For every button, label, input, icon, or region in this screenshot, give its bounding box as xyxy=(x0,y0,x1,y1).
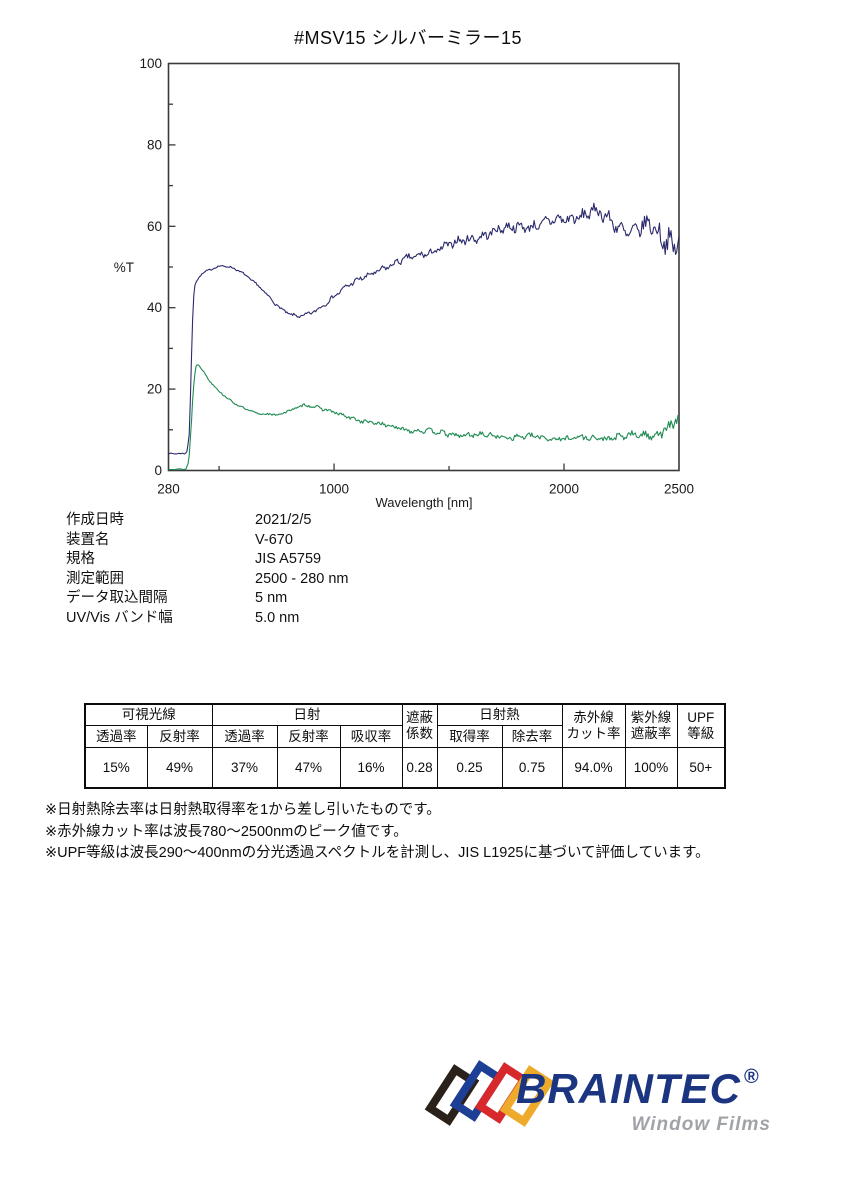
subheader-absorption: 吸収率 xyxy=(339,725,403,748)
value-cell: 49% xyxy=(146,747,213,789)
meta-value: 5 nm xyxy=(255,590,288,607)
logo-brand-text: BRAINTEC xyxy=(516,1065,741,1112)
value-cell: 16% xyxy=(339,747,403,789)
y-axis-label: %T xyxy=(114,260,134,275)
tick-label: 100 xyxy=(139,56,162,71)
meta-label: 測定範囲 xyxy=(66,570,124,587)
tick-label: 40 xyxy=(147,300,162,315)
green-curve xyxy=(168,364,680,471)
tick-label: 280 xyxy=(157,482,180,497)
value-cell: 0.25 xyxy=(436,747,503,789)
tick-label: 60 xyxy=(147,219,162,234)
axis-tick-labels: 280 1000 2000 2500 0 20 40 60 80 100 xyxy=(139,56,694,497)
tick-label: 2500 xyxy=(664,482,694,497)
header-upf: UPF 等級 xyxy=(676,703,726,748)
footnote: ※UPF等級は波長290～400nmの分光透過スペクトルを計測し、JIS L19… xyxy=(45,845,710,861)
meta-value: 2500 - 280 nm xyxy=(255,570,349,587)
page-title: #MSV15 シルバーミラー15 xyxy=(293,28,523,48)
logo-brand-line: BRAINTEC ® xyxy=(516,1065,759,1112)
value-cell: 94.0% xyxy=(561,747,626,789)
tick-label: 0 xyxy=(154,463,162,478)
meta-label: 規格 xyxy=(66,551,95,568)
logo-subtitle: Window Films xyxy=(631,1114,771,1135)
footnote: ※日射熱除去率は日射熱取得率を1から差し引いたものです。 xyxy=(45,802,441,818)
meta-row: データ取込間隔 5 nm xyxy=(66,589,349,609)
meta-value: V-670 xyxy=(255,531,293,548)
meta-row: 規格 JIS A5759 xyxy=(66,550,349,570)
subheader-reflectance: 反射率 xyxy=(276,725,341,748)
meta-row: 作成日時 2021/2/5 xyxy=(66,511,349,531)
value-cell: 0.75 xyxy=(501,747,563,789)
meta-label: UV/Vis バンド幅 xyxy=(66,609,173,626)
tick-label: 1000 xyxy=(319,482,349,497)
header-uv-block: 紫外線 遮蔽率 xyxy=(624,703,678,748)
header-shading-coefficient: 遮蔽 係数 xyxy=(401,703,438,748)
header-solar: 日射 xyxy=(211,703,403,726)
meta-label: 作成日時 xyxy=(66,512,124,528)
tick-label: 20 xyxy=(147,382,162,397)
meta-value: 5.0 nm xyxy=(255,609,300,626)
meta-value: 2021/2/5 xyxy=(255,512,312,528)
footnotes: ※日射熱除去率は日射熱取得率を1から差し引いたものです。 ※赤外線カット率は波長… xyxy=(45,800,710,865)
value-cell: 50+ xyxy=(676,747,726,789)
value-cell: 100% xyxy=(624,747,678,789)
performance-table-wrap: 可視光線 日射 遮蔽 係数 日射熱 赤外線 カット率 紫外線 遮蔽率 UPF 等… xyxy=(84,703,727,789)
header-solar-heat: 日射熱 xyxy=(436,703,563,726)
value-cell: 15% xyxy=(84,747,148,789)
subheader-reflectance: 反射率 xyxy=(146,725,213,748)
meta-value: JIS A5759 xyxy=(255,551,322,568)
meta-row: UV/Vis バンド幅 5.0 nm xyxy=(66,609,349,629)
spectral-chart: 280 1000 2000 2500 0 20 40 60 80 100 %T Wavelengt… xyxy=(114,56,694,510)
meta-row: 装置名 V-670 xyxy=(66,531,349,551)
meta-row: 測定範囲 2500 - 280 nm xyxy=(66,570,349,590)
chart-curves xyxy=(168,202,680,471)
x-axis-label: Wavelength [nm] xyxy=(375,495,472,510)
footnote: ※赤外線カット率は波長780～2500nmのピーク値です。 xyxy=(45,823,408,840)
performance-table: 可視光線 日射 遮蔽 係数 日射熱 赤外線 カット率 紫外線 遮蔽率 UPF 等… xyxy=(84,703,727,789)
braintec-logo: BRAINTEC ® Window Films xyxy=(424,1060,824,1147)
measurement-info: 作成日時 2021/2/5 装置名 V-670 規格 JIS A5759 測定範囲 25… xyxy=(66,511,349,629)
value-cell: 0.28 xyxy=(401,747,438,789)
subheader-rejection: 除去率 xyxy=(501,725,563,748)
value-cell: 47% xyxy=(276,747,341,789)
tick-label: 2000 xyxy=(549,482,579,497)
registered-trademark-icon: ® xyxy=(744,1066,759,1088)
value-cell: 37% xyxy=(211,747,278,789)
tick-label: 80 xyxy=(147,137,162,152)
subheader-gain: 取得率 xyxy=(436,725,503,748)
header-visible-light: 可視光線 xyxy=(84,703,213,726)
subheader-transmittance: 透過率 xyxy=(211,725,278,748)
meta-label: 装置名 xyxy=(66,531,110,548)
header-ir-cut: 赤外線 カット率 xyxy=(561,703,626,748)
axis-ticks xyxy=(168,103,565,471)
subheader-transmittance: 透過率 xyxy=(84,725,148,748)
meta-label: データ取込間隔 xyxy=(66,590,168,607)
navy-curve xyxy=(168,202,680,455)
